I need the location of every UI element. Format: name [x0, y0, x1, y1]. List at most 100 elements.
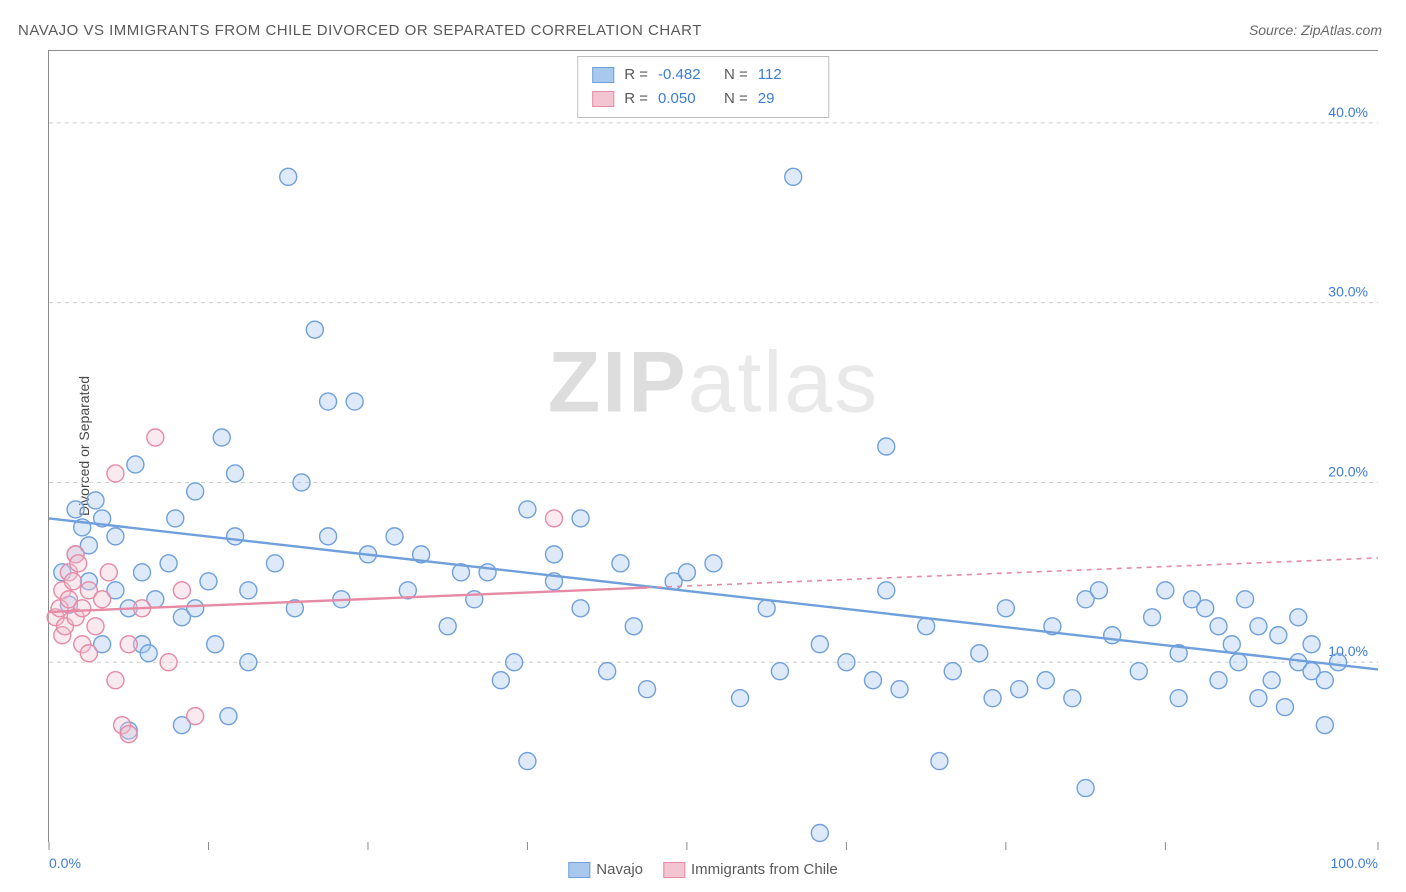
- data-point: [984, 690, 1001, 707]
- data-point: [187, 600, 204, 617]
- data-point: [1250, 690, 1267, 707]
- source-link[interactable]: ZipAtlas.com: [1301, 22, 1382, 38]
- data-point: [931, 753, 948, 770]
- trend-line-extrapolated: [647, 558, 1378, 588]
- data-point: [771, 663, 788, 680]
- source-prefix: Source:: [1249, 22, 1301, 38]
- legend-label: Navajo: [596, 861, 643, 878]
- data-point: [492, 672, 509, 689]
- data-point: [187, 483, 204, 500]
- svg-text:40.0%: 40.0%: [1328, 104, 1368, 120]
- data-point: [572, 600, 589, 617]
- data-point: [87, 618, 104, 635]
- data-point: [1197, 600, 1214, 617]
- data-point: [1270, 627, 1287, 644]
- data-point: [134, 564, 151, 581]
- data-point: [346, 393, 363, 410]
- data-point: [1210, 672, 1227, 689]
- data-point: [240, 582, 257, 599]
- data-point: [1316, 717, 1333, 734]
- legend-swatch-navajo: [592, 67, 614, 83]
- data-point: [785, 168, 802, 185]
- data-point: [74, 600, 91, 617]
- legend-label: Immigrants from Chile: [691, 861, 838, 878]
- r-label: R =: [624, 87, 648, 111]
- data-point: [758, 600, 775, 617]
- data-point: [891, 681, 908, 698]
- data-point: [705, 555, 722, 572]
- svg-text:30.0%: 30.0%: [1328, 284, 1368, 300]
- legend-swatch-icon: [663, 862, 685, 878]
- data-point: [1157, 582, 1174, 599]
- plot-area: 10.0%20.0%30.0%40.0%0.0%100.0% ZIPatlas: [48, 50, 1378, 842]
- data-point: [612, 555, 629, 572]
- data-point: [678, 564, 695, 581]
- data-point: [599, 663, 616, 680]
- source-attribution: Source: ZipAtlas.com: [1249, 22, 1382, 38]
- data-point: [1223, 636, 1240, 653]
- data-point: [80, 645, 97, 662]
- data-point: [240, 654, 257, 671]
- data-point: [997, 600, 1014, 617]
- data-point: [220, 708, 237, 725]
- data-point: [1237, 591, 1254, 608]
- data-point: [227, 465, 244, 482]
- data-point: [213, 429, 230, 446]
- data-point: [227, 528, 244, 545]
- data-point: [306, 321, 323, 338]
- r-value-chile: 0.050: [658, 87, 714, 111]
- data-point: [160, 654, 177, 671]
- svg-text:100.0%: 100.0%: [1331, 855, 1378, 871]
- data-point: [1090, 582, 1107, 599]
- data-point: [864, 672, 881, 689]
- data-point: [1210, 618, 1227, 635]
- data-point: [506, 654, 523, 671]
- correlation-legend: R = -0.482 N = 112 R = 0.050 N = 29: [577, 56, 829, 118]
- data-point: [625, 618, 642, 635]
- data-point: [173, 582, 190, 599]
- data-point: [944, 663, 961, 680]
- data-point: [1250, 618, 1267, 635]
- data-point: [167, 510, 184, 527]
- legend-row-chile: R = 0.050 N = 29: [592, 87, 814, 111]
- data-point: [70, 555, 87, 572]
- data-point: [293, 474, 310, 491]
- data-point: [1077, 780, 1094, 797]
- data-point: [140, 645, 157, 662]
- data-point: [1303, 636, 1320, 653]
- data-point: [127, 456, 144, 473]
- data-point: [439, 618, 456, 635]
- data-point: [147, 429, 164, 446]
- data-point: [1263, 672, 1280, 689]
- r-value-navajo: -0.482: [658, 63, 714, 87]
- data-point: [100, 564, 117, 581]
- data-point: [572, 510, 589, 527]
- data-point: [1064, 690, 1081, 707]
- data-point: [732, 690, 749, 707]
- data-point: [207, 636, 224, 653]
- data-point: [67, 501, 84, 518]
- data-point: [280, 168, 297, 185]
- data-point: [1144, 609, 1161, 626]
- data-point: [120, 636, 137, 653]
- data-point: [838, 654, 855, 671]
- data-point: [1316, 672, 1333, 689]
- svg-text:20.0%: 20.0%: [1328, 463, 1368, 479]
- legend-row-navajo: R = -0.482 N = 112: [592, 63, 814, 87]
- data-point: [811, 825, 828, 842]
- data-point: [639, 681, 656, 698]
- data-point: [811, 636, 828, 653]
- legend-item-chile: Immigrants from Chile: [663, 861, 838, 878]
- data-point: [120, 726, 137, 743]
- chart-title: NAVAJO VS IMMIGRANTS FROM CHILE DIVORCED…: [18, 22, 702, 39]
- data-point: [160, 555, 177, 572]
- data-point: [107, 465, 124, 482]
- data-point: [878, 582, 895, 599]
- data-point: [107, 672, 124, 689]
- series-legend: Navajo Immigrants from Chile: [568, 861, 837, 878]
- data-point: [1276, 699, 1293, 716]
- data-point: [546, 546, 563, 563]
- data-point: [107, 528, 124, 545]
- data-point: [320, 528, 337, 545]
- svg-text:0.0%: 0.0%: [49, 855, 81, 871]
